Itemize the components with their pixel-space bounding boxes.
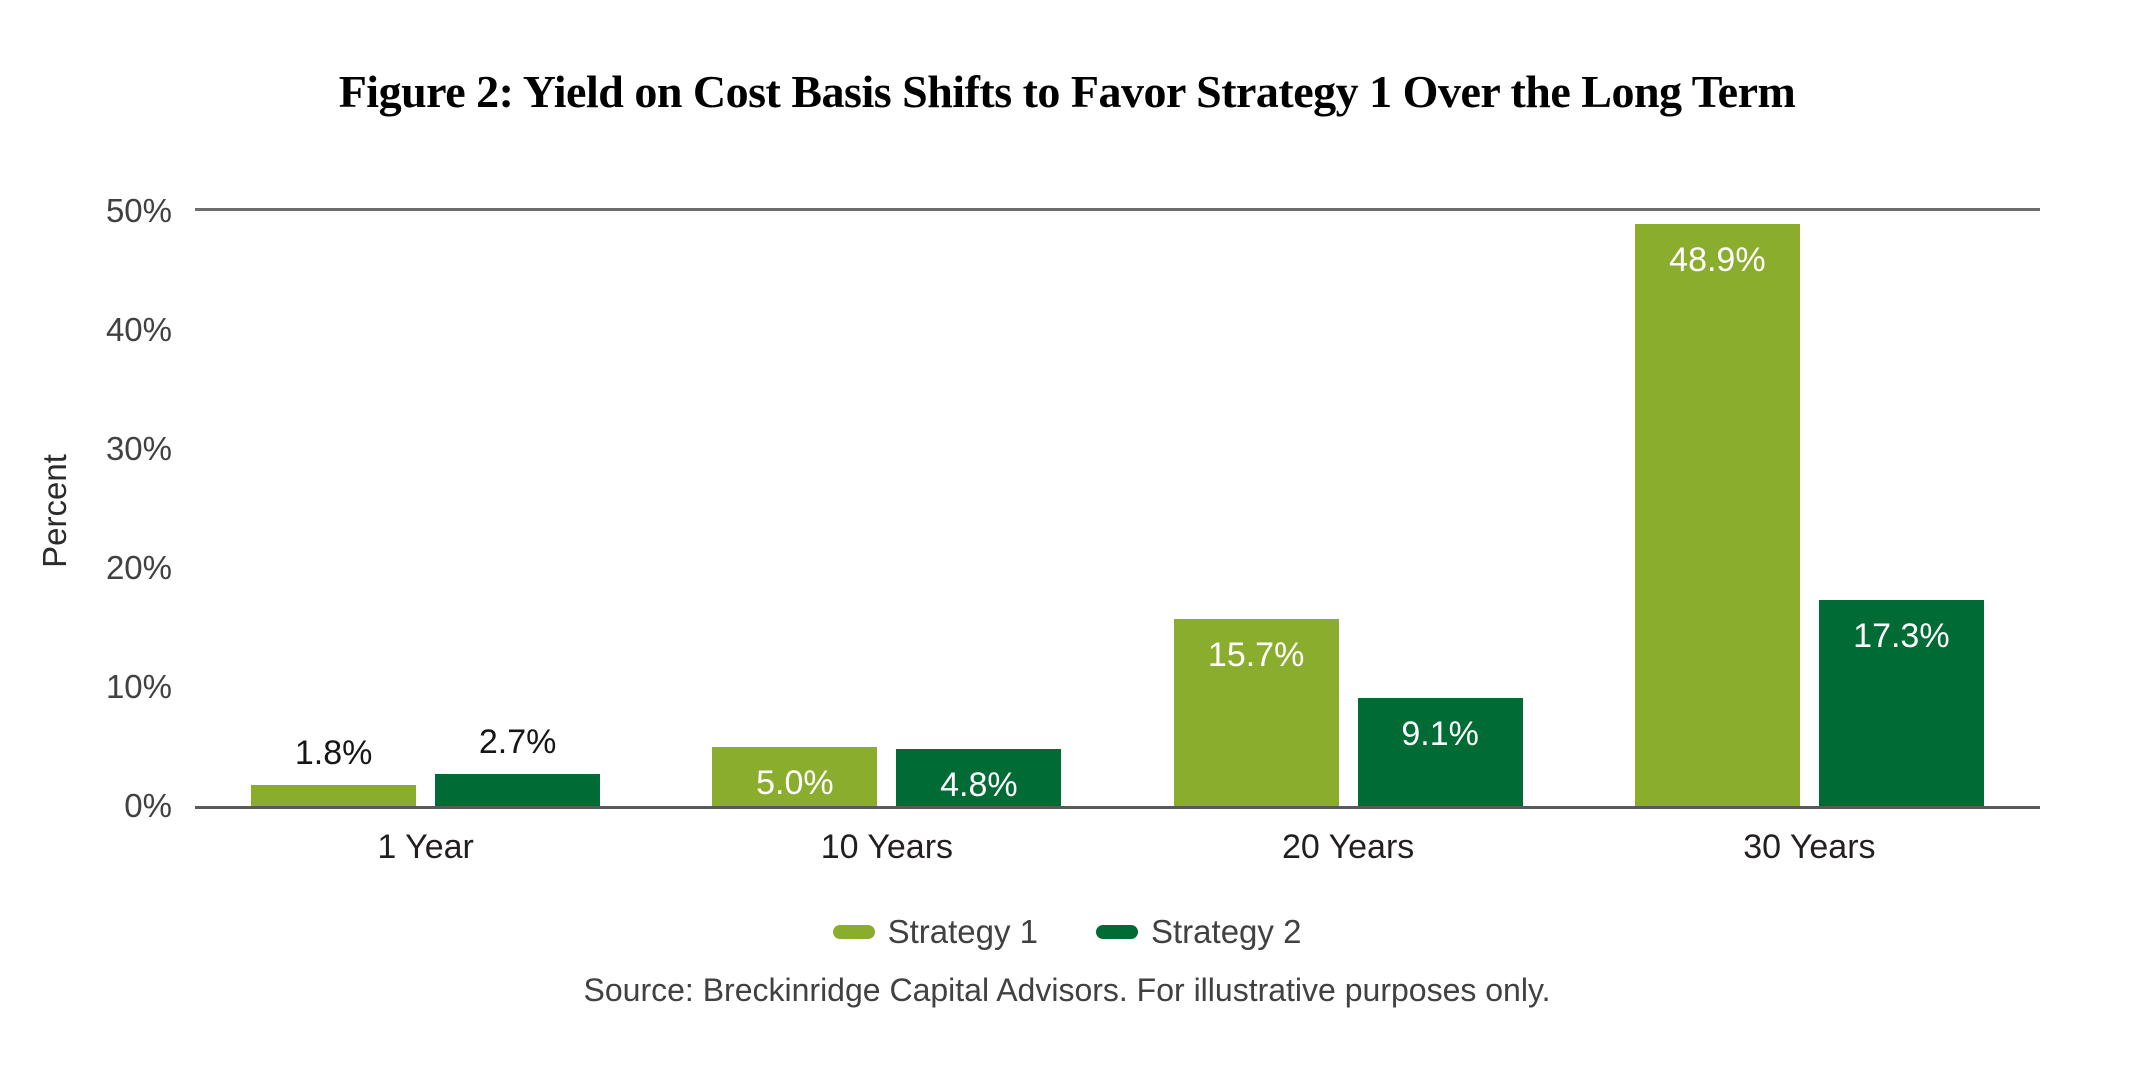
- x-axis-line: [195, 806, 2040, 809]
- y-tick-label: 20%: [105, 549, 172, 586]
- bar-strategy-1-1-year: 1.8%: [251, 734, 417, 806]
- x-category-label-30-years: 30 Years: [1743, 828, 1876, 866]
- bar-strategy-2-10-years: 4.8%: [896, 748, 1062, 806]
- bar-value-label: 2.7%: [478, 722, 557, 761]
- legend-swatch-strategy-1: [832, 925, 875, 939]
- bar-value-label: 4.8%: [940, 765, 1018, 804]
- y-tick-label: 30%: [105, 430, 172, 467]
- chart-title: Figure 2: Yield on Cost Basis Shifts to …: [338, 66, 1796, 117]
- source-note: Source: Breckinridge Capital Advisors. F…: [583, 972, 1551, 1008]
- bar-value-label: 9.1%: [1401, 714, 1479, 753]
- legend-swatch-strategy-2: [1096, 925, 1138, 939]
- legend-item-strategy-2: Strategy 2: [1096, 912, 1301, 952]
- legend-item-strategy-1: Strategy 1: [832, 912, 1038, 952]
- y-tick-label: 40%: [105, 311, 172, 348]
- y-tick-label: 0%: [124, 787, 172, 824]
- y-tick-label: 50%: [105, 192, 172, 229]
- x-category-label-1-year: 1 Year: [377, 828, 474, 866]
- bar-strategy-2-1-year: 2.7%: [435, 723, 601, 806]
- plot-area: 1.8% 5.0% 15.7% 48.9% 2.7% 4.8% 9.1% 17.3%: [195, 211, 2040, 806]
- legend-label-strategy-1: Strategy 1: [887, 913, 1038, 950]
- bar-value-label: 48.9%: [1669, 241, 1766, 280]
- bar-value-label: 5.0%: [756, 763, 834, 802]
- gridline-50-percent: [195, 208, 2040, 211]
- x-category-label-20-years: 20 Years: [1281, 828, 1415, 866]
- bar-strategy-1-20-years: 15.7%: [1173, 619, 1339, 806]
- bar-strategy-1-10-years: 5.0%: [712, 746, 878, 806]
- bar-value-label: 15.7%: [1207, 636, 1305, 675]
- bar-value-label: 1.8%: [294, 733, 373, 772]
- bar-strategy-1-30-years: 48.9%: [1634, 224, 1800, 806]
- bar-strategy-2-30-years: 17.3%: [1818, 600, 1984, 806]
- x-axis-labels: 1 Year 10 Years 20 Years 30 Years: [195, 826, 2040, 870]
- bar-strategy-2-20-years: 9.1%: [1357, 697, 1523, 806]
- y-axis-ticks: 0% 10% 20% 30% 40% 50%: [0, 192, 172, 824]
- bar-value-label: 17.3%: [1853, 617, 1950, 656]
- x-category-label-10-years: 10 Years: [820, 828, 954, 866]
- legend-label-strategy-2: Strategy 2: [1151, 913, 1302, 950]
- legend: Strategy 1 Strategy 2: [0, 912, 2134, 952]
- y-tick-label: 10%: [105, 668, 172, 705]
